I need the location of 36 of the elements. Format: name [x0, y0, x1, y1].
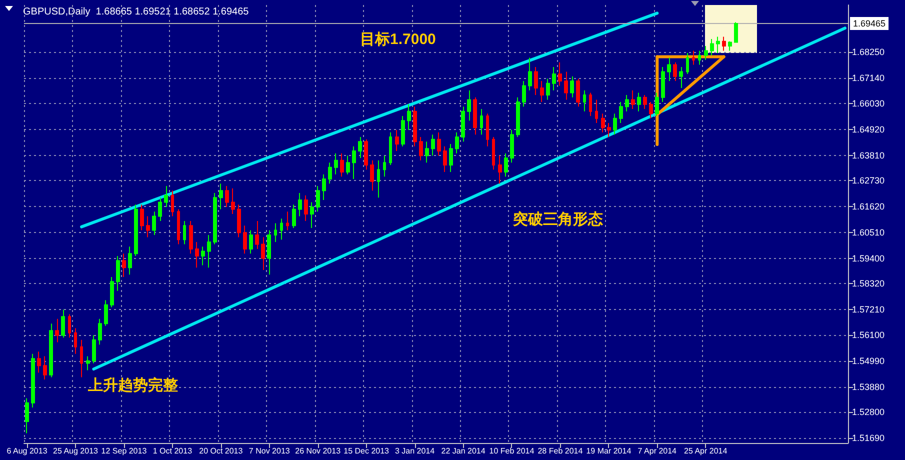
- x-tick-label: 19 Mar 2014: [586, 446, 632, 456]
- x-tick-label: 7 Nov 2013: [248, 446, 290, 456]
- y-tick-label: 1.63810: [852, 150, 885, 160]
- x-tick-label: 1 Oct 2013: [152, 446, 193, 456]
- annotation: 上升趋势完整: [87, 376, 178, 394]
- annotation: 目标1.7000: [360, 31, 436, 48]
- y-tick-label: 1.51690: [852, 433, 885, 444]
- x-tick-label: 26 Nov 2013: [295, 446, 342, 456]
- chart-title: GBPUSD,Daily 1.68665 1.69521 1.68652 1.69465: [23, 6, 250, 18]
- y-tick-label: 1.67140: [852, 72, 885, 83]
- y-tick-label: 1.62730: [852, 176, 885, 186]
- x-tick-label: 6 Aug 2013: [6, 446, 48, 456]
- x-tick-label: 15 Dec 2013: [344, 446, 390, 456]
- y-tick-label: 1.57210: [852, 304, 885, 314]
- x-tick-label: 3 Jan 2014: [394, 446, 436, 456]
- x-tick-label: 28 Feb 2014: [538, 446, 584, 456]
- x-tick-label: 22 Jan 2014: [441, 446, 486, 456]
- x-tick-label: 25 Apr 2014: [684, 446, 728, 456]
- x-tick-label: 25 Aug 2013: [53, 446, 99, 456]
- ref-line-label: 1.69465: [853, 18, 886, 29]
- y-tick-label: 1.52800: [852, 407, 885, 418]
- x-tick-label: 20 Oct 2013: [199, 446, 244, 456]
- y-tick-label: 1.64920: [852, 124, 885, 135]
- y-tick-label: 1.53880: [852, 382, 885, 392]
- y-tick-label: 1.58320: [852, 278, 885, 288]
- x-tick-label: 12 Sep 2013: [101, 446, 148, 456]
- y-tick-label: 1.54990: [852, 356, 885, 366]
- y-tick-label: 1.59400: [852, 253, 885, 264]
- y-tick-label: 1.61620: [852, 202, 885, 212]
- y-tick-label: 1.66030: [852, 98, 885, 109]
- annotation: 突破三角形态: [512, 210, 603, 228]
- y-tick-label: 1.56100: [852, 330, 885, 340]
- y-tick-label: 1.68250: [852, 46, 885, 57]
- y-tick-label: 1.60510: [852, 227, 885, 238]
- x-tick-label: 7 Apr 2014: [638, 446, 678, 456]
- x-tick-label: 10 Feb 2014: [489, 446, 535, 456]
